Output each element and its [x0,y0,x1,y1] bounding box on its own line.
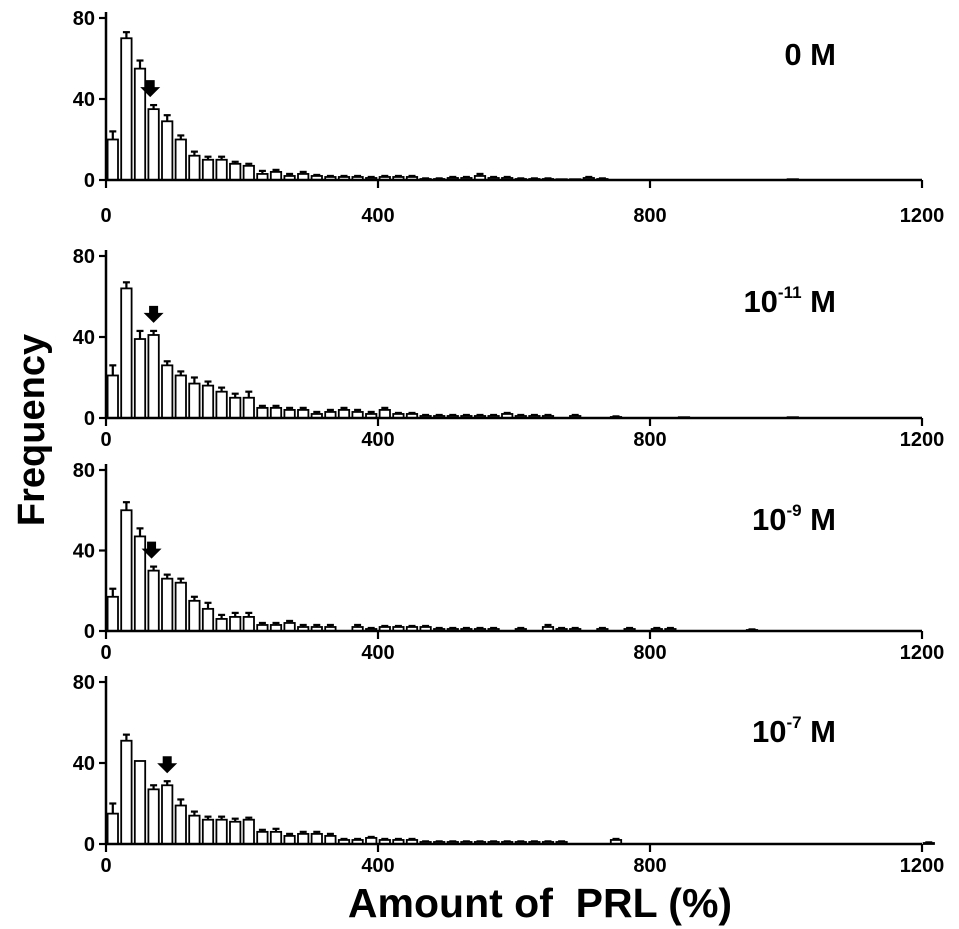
bar [188,599,201,632]
bar [147,334,160,419]
bar [201,607,215,632]
y-tick-label: 40 [73,541,95,563]
y-tick-label: 0 [84,621,95,643]
y-tick-label: 40 [73,753,95,775]
bar [161,364,174,419]
x-tick-label: 800 [633,642,666,664]
bar [120,287,133,419]
x-tick-label: 0 [100,855,111,877]
mean-arrow [143,305,164,323]
bar [242,396,255,419]
bar [106,595,119,632]
bar [174,374,187,419]
mean-arrow [140,80,161,98]
concentration-label: 0 M [784,37,836,72]
bar [161,120,174,181]
bar [188,154,201,181]
bar [269,830,283,845]
y-axis-title: Frequency [11,334,53,526]
bar [201,384,215,419]
x-tick-label: 1200 [900,855,945,877]
bar [256,830,269,845]
x-tick-label: 400 [361,429,394,451]
x-tick-label: 0 [100,429,111,451]
bar [161,784,174,845]
x-tick-label: 1200 [900,642,945,664]
x-tick-label: 400 [361,642,394,664]
y-tick-label: 40 [73,327,95,349]
bar [174,581,187,632]
bar [201,158,215,181]
bar [106,374,119,419]
bar [229,820,242,845]
bar [106,812,119,845]
concentration-label: 10-7 M [752,713,836,749]
bar [297,832,310,845]
bar [147,569,160,632]
y-tick-label: 80 [73,460,95,482]
bar [161,577,174,632]
y-tick-label: 0 [84,834,95,856]
bar [147,788,160,845]
bar [229,162,242,181]
bar [120,739,133,845]
bar [269,406,283,419]
bar [229,396,242,419]
bar [215,618,228,632]
bar [120,509,133,632]
x-tick-label: 800 [633,429,666,451]
bar [229,616,242,632]
y-tick-label: 0 [84,170,95,192]
bar [242,818,255,845]
bar [106,138,119,181]
mean-arrow [141,541,162,559]
x-tick-label: 0 [100,642,111,664]
y-tick-label: 80 [73,8,95,30]
mean-arrow [157,756,178,774]
bar [242,616,255,632]
concentration-label: 10-9 M [752,501,836,537]
bar [256,406,269,419]
bar [201,818,215,845]
bar [188,382,201,419]
y-tick-label: 0 [84,408,95,430]
bar [174,804,187,845]
y-tick-label: 80 [73,246,95,268]
bar [133,67,147,181]
concentration-label: 10-11 M [743,283,836,319]
bar [147,108,160,181]
bar [133,338,147,419]
x-tick-label: 1200 [900,429,945,451]
y-tick-label: 80 [73,672,95,694]
x-tick-label: 400 [361,855,394,877]
bar [215,390,228,419]
y-tick-label: 40 [73,89,95,111]
bar [310,832,323,845]
x-tick-label: 400 [361,205,394,227]
x-tick-label: 1200 [900,205,945,227]
bar [133,760,147,845]
bar [242,164,255,181]
bar [215,158,228,181]
bar [120,37,133,181]
x-axis-title: Amount of PRL (%) [348,880,732,926]
x-tick-label: 800 [633,855,666,877]
x-tick-label: 0 [100,205,111,227]
bar [174,138,187,181]
x-tick-label: 800 [633,205,666,227]
bar [215,818,228,845]
bar [188,814,201,845]
